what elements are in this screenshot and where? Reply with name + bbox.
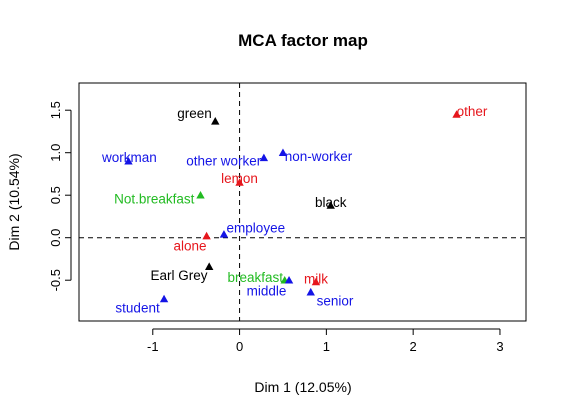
point-label: breakfast	[227, 270, 283, 285]
point-label: middle	[247, 283, 287, 298]
point-label: workman	[101, 150, 157, 165]
point-alone	[202, 231, 211, 240]
y-tick-label: -0.5	[48, 269, 63, 291]
reference-lines	[79, 83, 526, 321]
point-label: other worker	[186, 153, 262, 168]
point-earl-grey	[204, 262, 214, 270]
point-milk	[311, 277, 321, 286]
point-non-worker	[278, 148, 288, 157]
point-label: green	[177, 106, 212, 121]
point-not-breakfast	[196, 191, 205, 199]
point-label: non-worker	[285, 149, 353, 164]
x-tick-label: 2	[410, 339, 417, 354]
x-tick-label: 1	[323, 339, 330, 354]
y-axis-label: Dim 2 (10.54%)	[6, 153, 22, 250]
y-tick-label: 0.5	[48, 186, 63, 204]
y-axis: -0.5 0.0 0.5 1.0 1.5	[48, 101, 72, 291]
point-student	[159, 294, 169, 303]
point-black	[326, 201, 335, 209]
y-tick-label: 1.0	[48, 144, 63, 162]
y-tick-label: 0.0	[48, 229, 63, 247]
point-middle	[284, 276, 294, 284]
point-lemon	[235, 178, 244, 186]
point-senior	[306, 287, 315, 296]
x-tick-label: 0	[236, 339, 243, 354]
point-label: senior	[317, 294, 354, 309]
plot-frame	[78, 82, 527, 322]
point-label: milk	[304, 272, 328, 287]
x-tick-label: -1	[147, 339, 159, 354]
point-label: alone	[174, 238, 207, 253]
point-green	[211, 117, 220, 125]
y-tick-label: 1.5	[48, 101, 63, 119]
data-points: green other workman other worker non-worker l…	[101, 104, 488, 315]
point-other	[452, 110, 461, 118]
point-workman	[124, 157, 133, 165]
point-label: student	[115, 300, 160, 315]
point-other-worker	[259, 153, 269, 162]
point-label: Not.breakfast	[114, 192, 195, 207]
chart-title: MCA factor map	[238, 31, 368, 50]
point-label: Earl Grey	[150, 268, 207, 283]
x-axis: -1 0 1 2 3	[147, 328, 504, 354]
point-employee	[219, 230, 229, 238]
x-axis-label: Dim 1 (12.05%)	[254, 379, 351, 395]
point-label: black	[315, 195, 347, 210]
x-tick-label: 3	[496, 339, 503, 354]
point-label: employee	[227, 221, 286, 236]
point-label: lemon	[221, 171, 258, 186]
point-label: other	[457, 104, 488, 119]
